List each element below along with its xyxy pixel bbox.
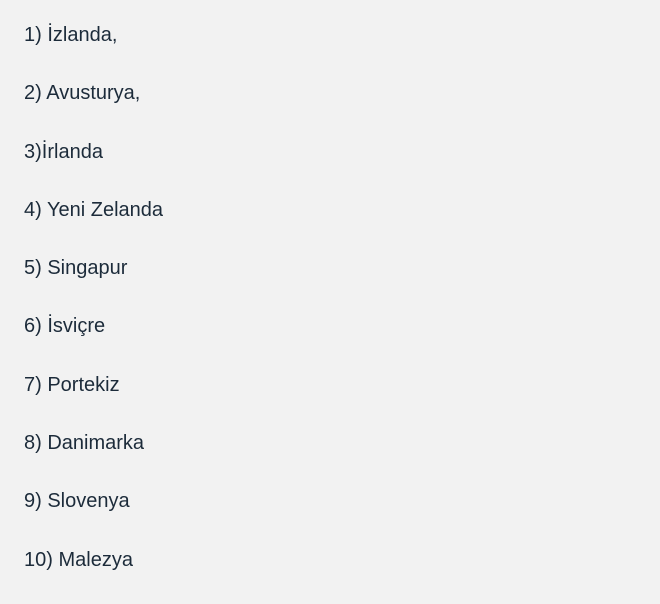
list-item: 1) İzlanda, [24,24,118,46]
list-item: 5) Singapur [24,257,128,280]
list-item: 6) İsviçre [24,315,106,338]
list-item: 7) Portekiz [24,373,120,396]
list-item: 3)İrlanda [24,140,103,163]
list-item: 8) Danimarka [24,432,145,455]
list-item: 9) Slovenya [24,490,130,513]
list-item: 4) Yeni Zelanda [24,198,164,221]
country-list: 1) İzlanda, 2) Avusturya, 3)İrlanda 4) Y… [24,21,163,604]
list-item: 10) Malezya [24,548,133,571]
list-item: 2) Avusturya, [24,82,141,105]
